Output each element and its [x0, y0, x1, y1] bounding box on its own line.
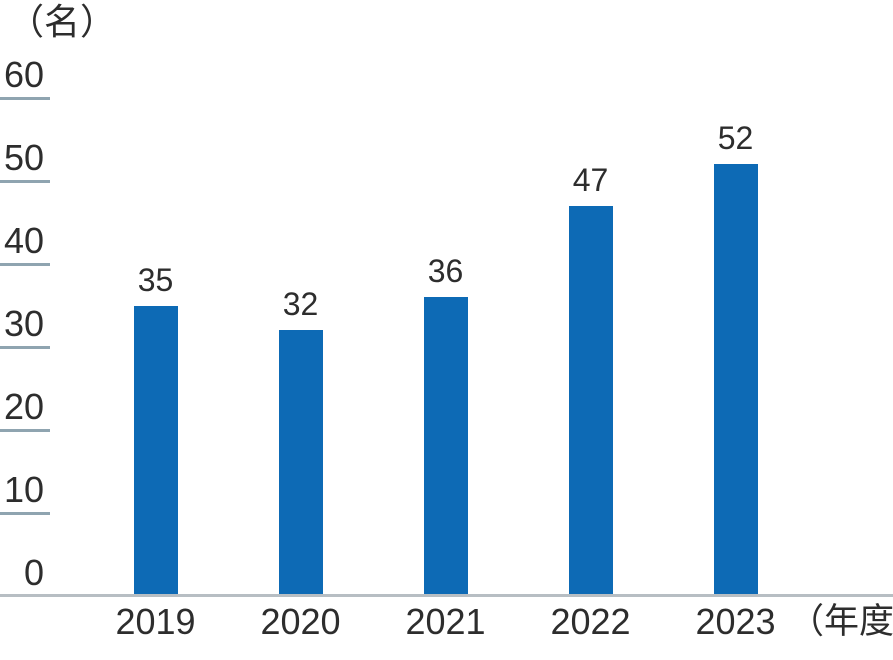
x-tick-label-2020: 2020 — [260, 601, 341, 642]
y-tick-label-0: 0 — [23, 552, 44, 593]
y-gridline-60 — [0, 96, 50, 100]
y-tick-label-50: 50 — [3, 137, 44, 178]
bar-2023 — [713, 164, 758, 596]
y-tick-label-20: 20 — [3, 386, 44, 427]
y-gridline-40 — [0, 262, 50, 266]
bar-value-label-2020: 32 — [282, 286, 319, 323]
bar-value-label-2019: 35 — [137, 261, 174, 298]
x-axis-line — [0, 594, 893, 597]
x-tick-label-2023: 2023 — [695, 601, 776, 642]
y-gridline-20 — [0, 428, 50, 432]
y-gridline-10 — [0, 511, 50, 515]
bar-2020 — [278, 330, 323, 596]
y-tick-label-30: 30 — [3, 303, 44, 344]
bar-2022 — [568, 205, 613, 596]
x-tick-label-2022: 2022 — [550, 601, 631, 642]
y-gridline-50 — [0, 179, 50, 183]
bar-2019 — [133, 305, 178, 596]
bar-value-label-2021: 36 — [427, 253, 464, 290]
x-tick-label-2021: 2021 — [405, 601, 486, 642]
bar-value-label-2023: 52 — [717, 120, 754, 157]
x-axis-suffix-label: （年度） — [789, 602, 893, 641]
bar-value-label-2022: 47 — [572, 161, 609, 198]
x-tick-label-2019: 2019 — [115, 601, 196, 642]
y-axis-unit-label: （名） — [8, 1, 117, 42]
bar-2021 — [423, 297, 468, 596]
y-tick-label-10: 10 — [3, 469, 44, 510]
y-tick-label-60: 60 — [3, 54, 44, 95]
y-gridline-30 — [0, 345, 50, 349]
y-tick-label-40: 40 — [3, 220, 44, 261]
